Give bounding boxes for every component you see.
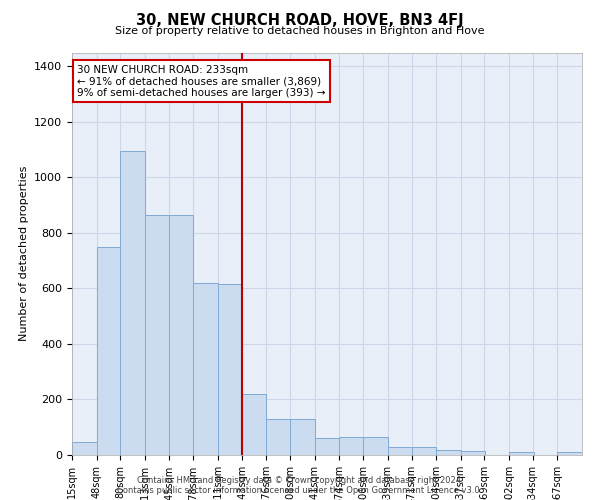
Bar [218,284,242,455]
Bar [97,247,121,455]
Bar [436,450,461,455]
Text: Contains HM Land Registry data © Crown copyright and database right 2024.
Contai: Contains HM Land Registry data © Crown c… [118,476,482,495]
Text: 30 NEW CHURCH ROAD: 233sqm
← 91% of detached houses are smaller (3,869)
9% of se: 30 NEW CHURCH ROAD: 233sqm ← 91% of deta… [77,64,326,98]
Bar [266,419,291,455]
Bar [290,419,315,455]
Bar [72,442,97,455]
Text: 30, NEW CHURCH ROAD, HOVE, BN3 4FJ: 30, NEW CHURCH ROAD, HOVE, BN3 4FJ [136,12,464,28]
Y-axis label: Number of detached properties: Number of detached properties [19,166,29,342]
Bar [193,283,218,455]
Text: Size of property relative to detached houses in Brighton and Hove: Size of property relative to detached ho… [115,26,485,36]
Bar [145,215,170,455]
Bar [242,394,266,455]
Bar [461,451,485,455]
Bar [363,437,388,455]
Bar [509,452,533,455]
Bar [388,447,412,455]
Bar [315,438,339,455]
Bar [557,452,582,455]
Bar [339,437,364,455]
Bar [412,447,436,455]
Bar [121,151,145,455]
Bar [169,215,193,455]
